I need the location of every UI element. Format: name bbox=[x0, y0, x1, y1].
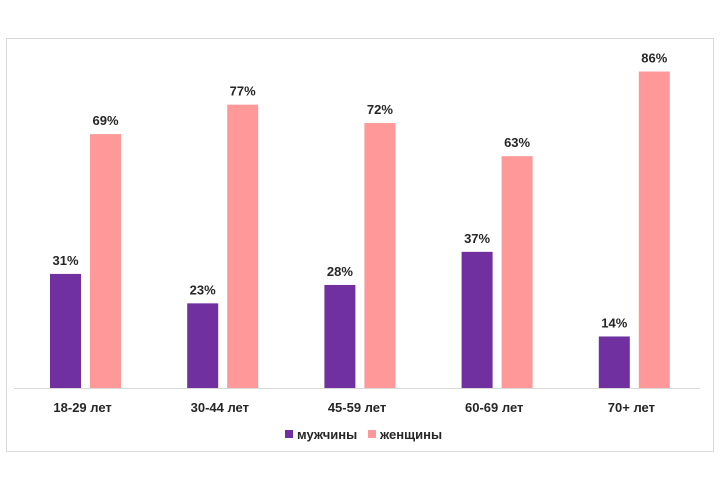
data-label-женщины-1: 77% bbox=[230, 84, 256, 99]
bar-женщины-2 bbox=[364, 123, 396, 388]
bar-мужчины-1 bbox=[187, 303, 219, 388]
data-label-мужчины-1: 23% bbox=[190, 282, 216, 297]
bar-женщины-0 bbox=[90, 134, 121, 388]
data-label-женщины-2: 72% bbox=[367, 102, 393, 117]
legend-swatch-мужчины bbox=[285, 430, 293, 438]
x-tick-label-3: 60-69 лет bbox=[465, 400, 523, 415]
chart-frame bbox=[6, 38, 714, 452]
x-tick-label-2: 45-59 лет bbox=[328, 400, 386, 415]
legend-label-женщины: женщины bbox=[379, 427, 442, 442]
data-label-мужчины-2: 28% bbox=[327, 264, 353, 279]
bar-женщины-4 bbox=[638, 71, 670, 389]
bar-мужчины-2 bbox=[324, 284, 356, 388]
bar-мужчины-0 bbox=[50, 273, 81, 388]
legend-label-мужчины: мужчины bbox=[297, 427, 357, 442]
data-label-женщины-4: 86% bbox=[641, 51, 667, 66]
bar-женщины-3 bbox=[501, 156, 533, 388]
data-label-мужчины-0: 31% bbox=[52, 253, 78, 268]
data-label-мужчины-3: 37% bbox=[464, 231, 490, 246]
x-tick-label-0: 18-29 лет bbox=[53, 400, 111, 415]
data-label-женщины-0: 69% bbox=[92, 113, 118, 128]
x-tick-label-1: 30-44 лет bbox=[191, 400, 249, 415]
bar-мужчины-3 bbox=[461, 251, 493, 388]
bar-женщины-1 bbox=[227, 104, 259, 388]
data-label-мужчины-4: 14% bbox=[601, 315, 627, 330]
bar-мужчины-4 bbox=[598, 336, 630, 388]
legend-swatch-женщины bbox=[368, 430, 376, 438]
data-label-женщины-3: 63% bbox=[504, 135, 530, 150]
x-tick-label-4: 70+ лет bbox=[608, 400, 655, 415]
